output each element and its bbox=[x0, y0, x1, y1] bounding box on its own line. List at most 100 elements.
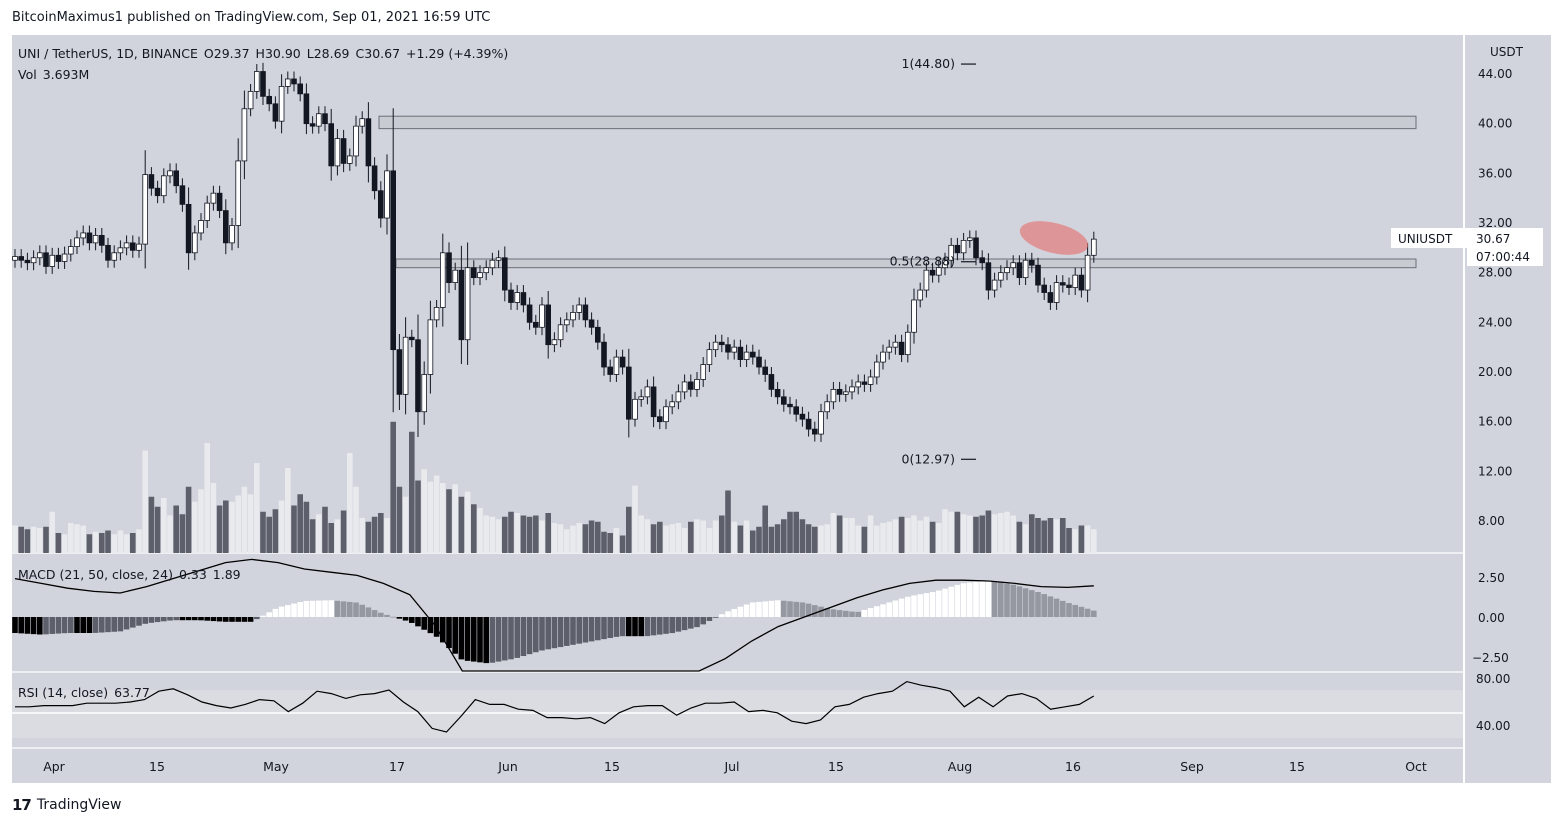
volume-bar bbox=[353, 486, 359, 553]
candle-body bbox=[570, 311, 576, 321]
volume-bar bbox=[582, 524, 589, 553]
macd-hist-bar bbox=[861, 609, 868, 617]
candle-body bbox=[309, 123, 316, 127]
candle-body bbox=[477, 272, 483, 279]
candle-body bbox=[1078, 274, 1085, 291]
price-tick: 24.00 bbox=[1478, 315, 1512, 329]
volume-bar bbox=[1078, 525, 1085, 553]
volume-bar bbox=[309, 519, 316, 553]
macd-hist-bar bbox=[99, 617, 105, 633]
macd-hist-bar bbox=[1066, 603, 1072, 617]
volume-bar bbox=[644, 519, 651, 553]
macd-hist-bar bbox=[173, 617, 179, 621]
candle-body bbox=[836, 388, 843, 395]
macd-hist-bar bbox=[576, 617, 582, 644]
macd-hist-bar bbox=[1060, 600, 1066, 617]
macd-hist-bar bbox=[812, 605, 818, 617]
volume-bar bbox=[37, 528, 43, 553]
candle-body bbox=[24, 259, 31, 264]
candle-body bbox=[688, 381, 694, 390]
volume-bar bbox=[80, 525, 86, 553]
price-tick: 36.00 bbox=[1478, 166, 1512, 180]
macd-hist-bar bbox=[1022, 588, 1029, 617]
candle-body bbox=[880, 351, 886, 363]
price-tick: 20.00 bbox=[1478, 365, 1512, 379]
candle-body bbox=[551, 339, 558, 346]
candle-body bbox=[204, 202, 211, 221]
time-tick: Apr bbox=[43, 759, 65, 774]
candle-body bbox=[824, 401, 830, 413]
candle-body bbox=[18, 256, 24, 261]
macd-hist-bar bbox=[787, 601, 793, 617]
candle-body bbox=[1041, 284, 1048, 293]
volume-bar bbox=[359, 518, 365, 553]
macd-hist-bar bbox=[489, 617, 496, 663]
candle-body bbox=[1004, 267, 1010, 274]
candle-body bbox=[818, 411, 824, 435]
macd-hist-bar bbox=[142, 617, 148, 624]
macd-hist-bar bbox=[198, 617, 204, 621]
volume-bar bbox=[756, 526, 762, 553]
resistance-zone bbox=[395, 258, 1417, 269]
candle-body bbox=[129, 242, 136, 251]
macd-hist-bar bbox=[18, 617, 24, 634]
macd-hist-bar bbox=[322, 600, 328, 617]
candle-body bbox=[160, 175, 167, 197]
macd-hist-bar bbox=[61, 617, 68, 634]
volume-bar bbox=[824, 524, 830, 553]
volume-bar bbox=[539, 520, 545, 553]
macd-hist-bar bbox=[588, 617, 595, 642]
volume-bar bbox=[384, 518, 390, 553]
macd-hist-bar bbox=[551, 617, 558, 649]
volume-bar bbox=[731, 521, 737, 553]
candle-body bbox=[229, 225, 235, 244]
candle-body bbox=[923, 269, 930, 291]
candle-body bbox=[545, 304, 551, 346]
candle-body bbox=[99, 235, 105, 246]
macd-hist-bar bbox=[390, 616, 396, 618]
candle-body bbox=[37, 252, 43, 259]
macd-hist-bar bbox=[1016, 586, 1023, 617]
candle-body bbox=[508, 289, 514, 303]
volume-bar bbox=[650, 524, 657, 553]
candle-body bbox=[495, 257, 502, 261]
macd-hist-bar bbox=[415, 617, 421, 627]
candle-body bbox=[191, 232, 198, 254]
tradingview-logo-icon: 17 bbox=[12, 796, 32, 814]
volume-bar bbox=[254, 463, 260, 553]
candle-body bbox=[892, 341, 899, 348]
volume-bar bbox=[111, 534, 117, 553]
macd-hist-bar bbox=[743, 604, 750, 617]
volume-bar bbox=[49, 511, 55, 553]
volume-bar bbox=[409, 431, 415, 553]
macd-hist-bar bbox=[384, 614, 390, 617]
rejection-highlight bbox=[1019, 221, 1089, 255]
candle-body bbox=[148, 174, 155, 189]
candle-body bbox=[30, 257, 37, 264]
candle-body bbox=[12, 256, 18, 261]
candle-body bbox=[874, 361, 880, 378]
volume-bar bbox=[502, 516, 508, 553]
volume-bar bbox=[557, 524, 564, 553]
candle-body bbox=[731, 346, 737, 353]
volume-bar bbox=[161, 498, 167, 553]
volume-bar bbox=[303, 501, 310, 553]
macd-hist-bar bbox=[750, 602, 756, 617]
volume-bar bbox=[762, 505, 768, 553]
macd-hist-bar bbox=[694, 617, 700, 628]
brand-name[interactable]: TradingView bbox=[36, 797, 122, 813]
macd-hist-bar bbox=[204, 617, 210, 621]
candle-body bbox=[564, 319, 570, 326]
candle-body bbox=[415, 339, 421, 413]
volume-bar bbox=[291, 505, 297, 553]
volume-bar bbox=[626, 506, 632, 553]
volume-bar bbox=[173, 505, 179, 553]
candle-body bbox=[843, 391, 849, 395]
candle-body bbox=[303, 93, 310, 125]
volume-bar bbox=[285, 468, 291, 553]
candle-body bbox=[613, 356, 620, 375]
macd-hist-bar bbox=[297, 602, 303, 617]
macd-hist-bar bbox=[1010, 584, 1016, 617]
volume-bar bbox=[743, 520, 750, 553]
